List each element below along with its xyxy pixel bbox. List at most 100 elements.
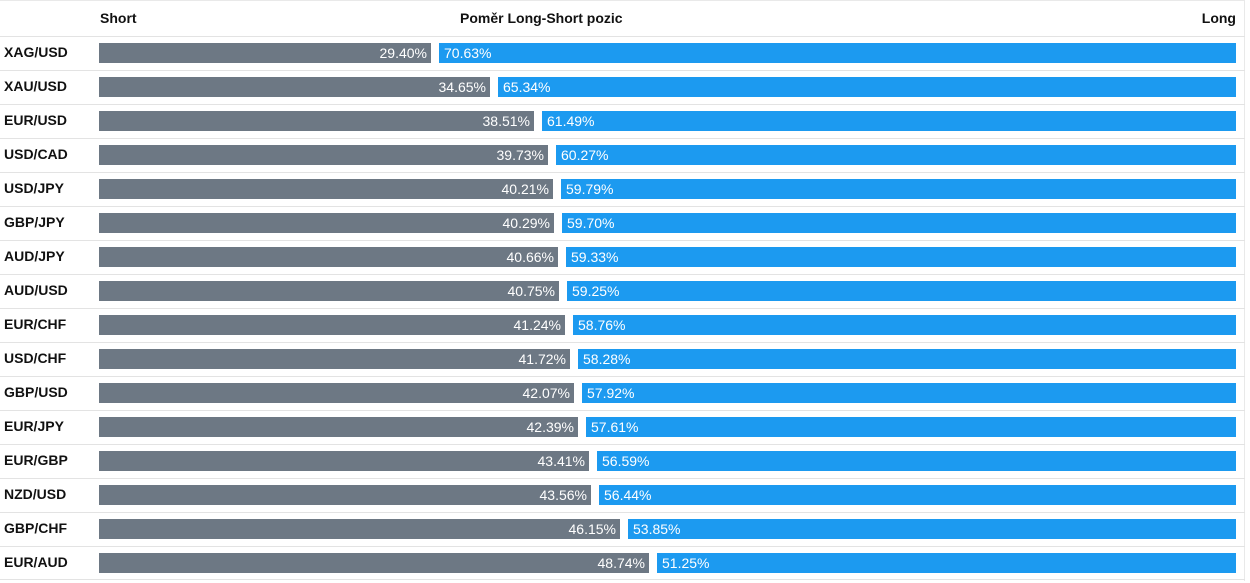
long-bar: 60.27% (556, 145, 1236, 165)
long-bar: 61.49% (542, 111, 1236, 131)
short-value-label: 46.15% (568, 521, 616, 537)
short-value-label: 29.40% (379, 45, 427, 61)
short-value-label: 41.72% (518, 351, 566, 367)
category-label: USD/CHF (4, 350, 67, 366)
chart-row: USD/CHF 41.72% 58.28% (0, 342, 1245, 376)
long-value-label: 60.27% (561, 147, 609, 163)
chart-row: GBP/CHF 46.15% 53.85% (0, 512, 1245, 546)
category-label: EUR/GBP (4, 452, 68, 468)
long-value-label: 59.25% (572, 283, 620, 299)
short-bar: 29.40% (99, 43, 431, 63)
category-label: EUR/AUD (4, 554, 68, 570)
category-label: AUD/JPY (4, 248, 65, 264)
long-value-label: 56.59% (602, 453, 650, 469)
long-header: Long (1201, 10, 1236, 26)
chart-row: EUR/JPY 42.39% 57.61% (0, 410, 1245, 444)
chart-row: AUD/USD 40.75% 59.25% (0, 274, 1245, 308)
short-bar: 43.41% (99, 451, 589, 471)
long-bar: 53.85% (628, 519, 1236, 539)
long-bar: 59.70% (562, 213, 1236, 233)
category-label: NZD/USD (4, 486, 67, 502)
short-value-label: 40.75% (507, 283, 555, 299)
long-value-label: 65.34% (503, 79, 551, 95)
short-value-label: 38.51% (482, 113, 530, 129)
short-bar: 38.51% (99, 111, 534, 131)
long-bar: 59.79% (561, 179, 1236, 199)
category-label: GBP/USD (4, 384, 68, 400)
short-value-label: 40.29% (502, 215, 550, 231)
chart-row: USD/CAD 39.73% 60.27% (0, 138, 1245, 172)
chart-row: GBP/JPY 40.29% 59.70% (0, 206, 1245, 240)
short-bar: 41.24% (99, 315, 565, 335)
chart-row: EUR/USD 38.51% 61.49% (0, 104, 1245, 138)
long-bar: 70.63% (439, 43, 1236, 63)
long-bar: 59.25% (567, 281, 1236, 301)
chart-row: EUR/AUD 48.74% 51.25% (0, 546, 1245, 580)
long-value-label: 70.63% (444, 45, 492, 61)
long-bar: 58.76% (573, 315, 1236, 335)
long-bar: 65.34% (498, 77, 1236, 97)
short-value-label: 42.39% (526, 419, 574, 435)
long-value-label: 58.28% (583, 351, 631, 367)
long-bar: 57.92% (582, 383, 1236, 403)
chart-row: GBP/USD 42.07% 57.92% (0, 376, 1245, 410)
short-value-label: 40.21% (501, 181, 549, 197)
category-label: AUD/USD (4, 282, 68, 298)
chart-row: AUD/JPY 40.66% 59.33% (0, 240, 1245, 274)
long-bar: 56.59% (597, 451, 1236, 471)
long-value-label: 56.44% (604, 487, 652, 503)
long-bar: 57.61% (586, 417, 1236, 437)
long-value-label: 59.70% (567, 215, 615, 231)
short-bar: 40.21% (99, 179, 553, 199)
chart-title: Poměr Long-Short pozic (460, 10, 623, 26)
short-bar: 42.39% (99, 417, 578, 437)
short-header: Short (100, 10, 137, 26)
long-value-label: 57.92% (587, 385, 635, 401)
long-value-label: 58.76% (578, 317, 626, 333)
long-bar: 58.28% (578, 349, 1236, 369)
short-value-label: 48.74% (597, 555, 645, 571)
category-label: XAG/USD (4, 44, 68, 60)
long-value-label: 59.79% (566, 181, 614, 197)
chart-row: NZD/USD 43.56% 56.44% (0, 478, 1245, 512)
long-bar: 51.25% (657, 553, 1236, 573)
short-bar: 46.15% (99, 519, 620, 539)
category-label: EUR/CHF (4, 316, 67, 332)
short-value-label: 39.73% (496, 147, 544, 163)
long-value-label: 57.61% (591, 419, 639, 435)
short-value-label: 34.65% (438, 79, 486, 95)
long-value-label: 61.49% (547, 113, 595, 129)
short-value-label: 42.07% (522, 385, 570, 401)
long-bar: 59.33% (566, 247, 1236, 267)
category-label: GBP/JPY (4, 214, 65, 230)
category-label: EUR/USD (4, 112, 68, 128)
short-bar: 34.65% (99, 77, 490, 97)
category-label: GBP/CHF (4, 520, 67, 536)
short-bar: 48.74% (99, 553, 649, 573)
short-value-label: 41.24% (513, 317, 561, 333)
category-label: EUR/JPY (4, 418, 64, 434)
chart-row: XAG/USD 29.40% 70.63% (0, 36, 1245, 70)
chart-row: EUR/CHF 41.24% 58.76% (0, 308, 1245, 342)
chart-row: USD/JPY 40.21% 59.79% (0, 172, 1245, 206)
short-value-label: 43.41% (537, 453, 585, 469)
short-bar: 40.75% (99, 281, 559, 301)
short-bar: 40.29% (99, 213, 554, 233)
short-bar: 40.66% (99, 247, 558, 267)
category-label: XAU/USD (4, 78, 68, 94)
long-value-label: 51.25% (662, 555, 710, 571)
chart-row: EUR/GBP 43.41% 56.59% (0, 444, 1245, 478)
chart-row: XAU/USD 34.65% 65.34% (0, 70, 1245, 104)
category-label: USD/JPY (4, 180, 64, 196)
long-bar: 56.44% (599, 485, 1236, 505)
short-value-label: 40.66% (506, 249, 554, 265)
long-value-label: 53.85% (633, 521, 681, 537)
short-bar: 42.07% (99, 383, 574, 403)
short-bar: 39.73% (99, 145, 548, 165)
category-label: USD/CAD (4, 146, 68, 162)
short-bar: 41.72% (99, 349, 570, 369)
short-bar: 43.56% (99, 485, 591, 505)
short-value-label: 43.56% (539, 487, 587, 503)
long-value-label: 59.33% (571, 249, 619, 265)
